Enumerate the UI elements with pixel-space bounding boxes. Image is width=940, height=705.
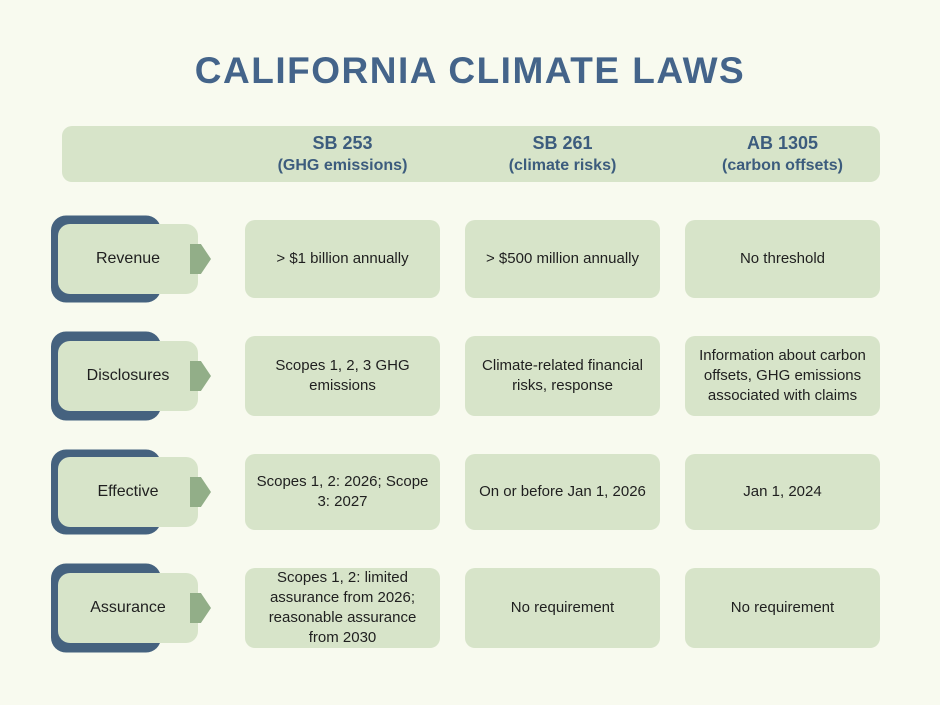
cell-disclosures-sb253: Scopes 1, 2, 3 GHG emissions	[245, 336, 440, 416]
cell-effective-ab1305: Jan 1, 2024	[685, 454, 880, 530]
law-subtitle: (carbon offsets)	[722, 157, 843, 174]
cell-revenue-sb253: > $1 billion annually	[245, 220, 440, 298]
law-subtitle: (climate risks)	[508, 157, 617, 174]
column-header-ab1305: AB 1305 (carbon offsets)	[685, 133, 880, 175]
arrow-right-icon	[190, 361, 211, 391]
cell-assurance-sb253: Scopes 1, 2: limited assurance from 2026…	[245, 568, 440, 648]
law-name: SB 253	[312, 133, 373, 153]
row-label-effective: Effective	[51, 449, 220, 535]
row-label-box: Revenue	[58, 224, 211, 294]
comparison-table: SB 253 (GHG emissions) SB 261 (climate r…	[51, 126, 880, 653]
row-label-revenue: Revenue	[51, 215, 220, 303]
arrow-right-icon	[190, 244, 211, 274]
row-label-text: Assurance	[90, 599, 166, 616]
row-label-text: Revenue	[95, 250, 161, 267]
law-name: AB 1305	[746, 133, 819, 153]
arrow-right-icon	[190, 477, 211, 507]
cell-revenue-sb261: > $500 million annually	[465, 220, 660, 298]
row-label-box: Disclosures	[58, 341, 211, 411]
row-label-assurance: Assurance	[51, 563, 220, 653]
law-name: SB 261	[532, 133, 593, 153]
column-header-sb261: SB 261 (climate risks)	[465, 133, 660, 175]
cell-revenue-ab1305: No threshold	[685, 220, 880, 298]
cell-disclosures-ab1305: Information about carbon offsets, GHG em…	[685, 336, 880, 416]
row-label-box: Assurance	[58, 573, 211, 643]
cell-effective-sb253: Scopes 1, 2: 2026; Scope 3: 2027	[245, 454, 440, 530]
column-header-band: SB 253 (GHG emissions) SB 261 (climate r…	[62, 126, 880, 182]
cell-assurance-sb261: No requirement	[465, 568, 660, 648]
column-header-sb253: SB 253 (GHG emissions)	[245, 133, 440, 175]
row-label-text: Disclosures	[86, 367, 170, 384]
page-title: CALIFORNIA CLIMATE LAWS	[194, 50, 746, 91]
row-label-text: Effective	[97, 483, 159, 500]
law-subtitle: (GHG emissions)	[277, 157, 408, 174]
row-label-disclosures: Disclosures	[51, 331, 220, 421]
cell-disclosures-sb261: Climate-related financial risks, respons…	[465, 336, 660, 416]
cell-assurance-ab1305: No requirement	[685, 568, 880, 648]
cell-effective-sb261: On or before Jan 1, 2026	[465, 454, 660, 530]
row-label-box: Effective	[58, 457, 211, 527]
arrow-right-icon	[190, 593, 211, 623]
